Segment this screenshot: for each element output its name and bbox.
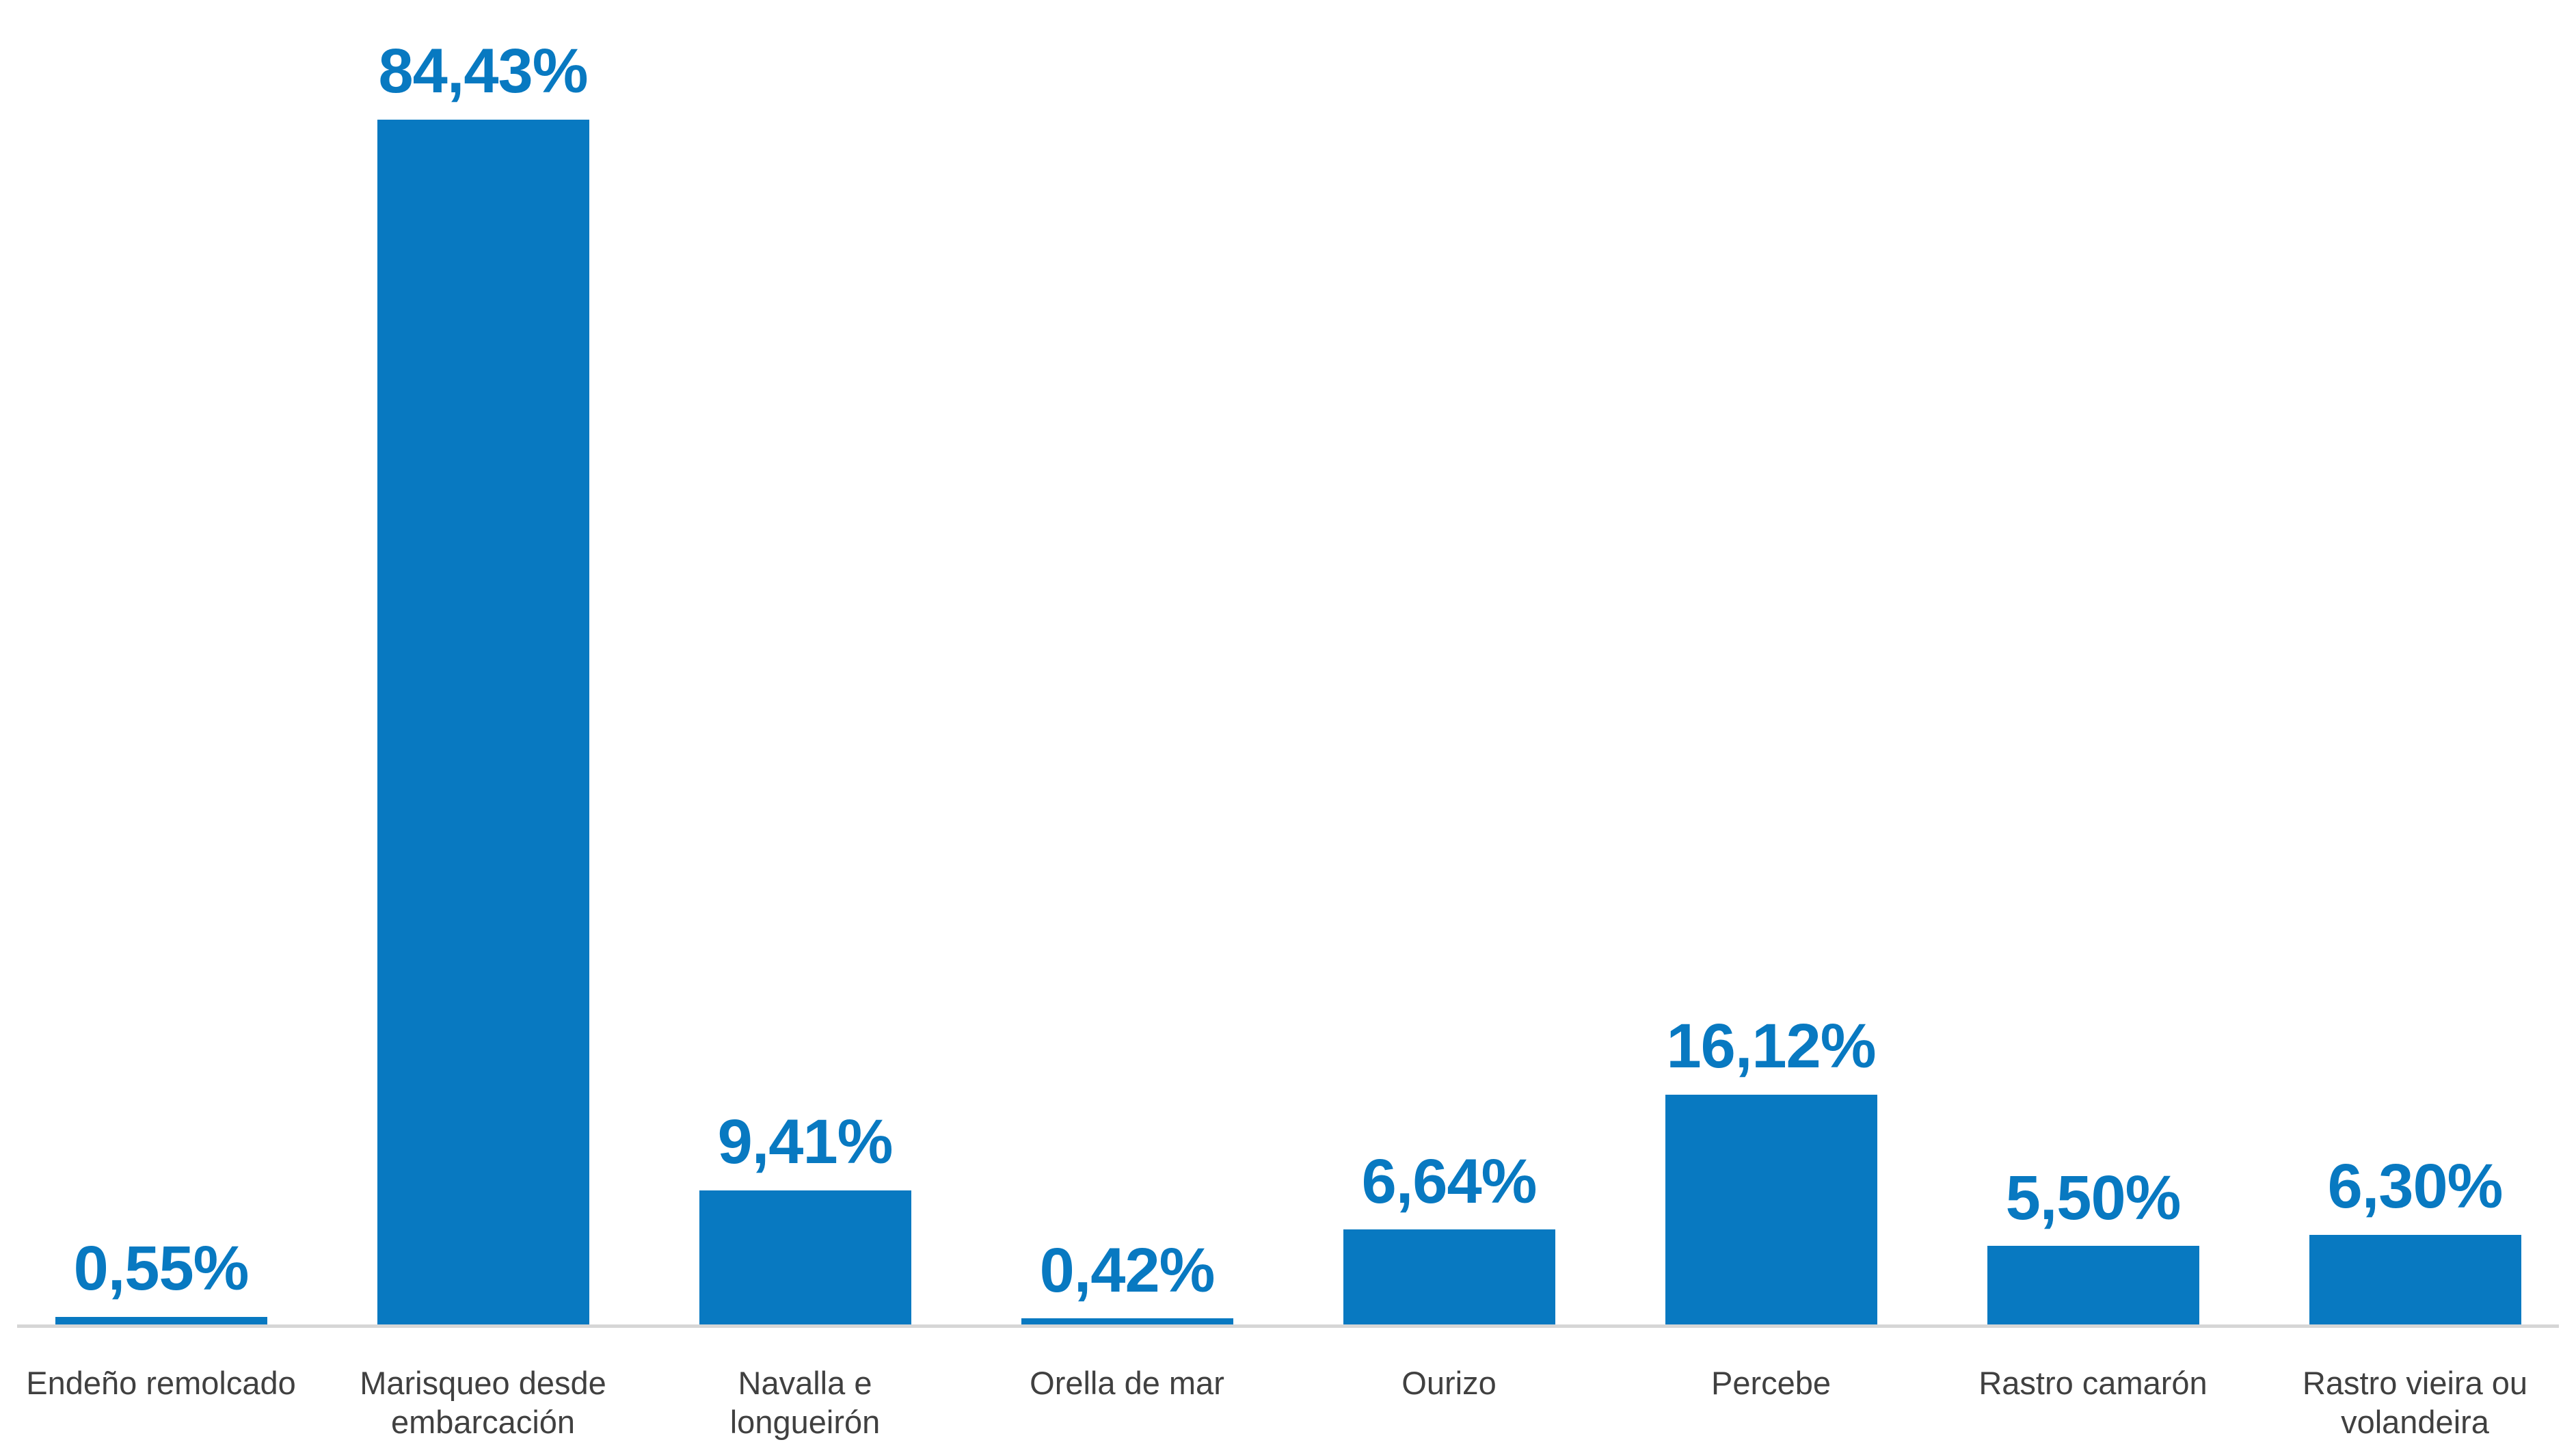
plot-area: 0,55% 84,43% 9,41% 0,42% 6,64% 16,12% 5,… <box>0 0 2576 1324</box>
bar-slot-orella-de-mar: 0,42% <box>966 0 1288 1324</box>
category-label: Rastro vieira ou volandeira <box>2302 1365 2528 1440</box>
bar[interactable] <box>2309 1234 2521 1324</box>
value-label: 84,43% <box>378 36 588 107</box>
bar-slot-navalla-e-longueiron: 9,41% <box>644 0 966 1324</box>
value-label: 0,55% <box>73 1233 250 1303</box>
category-label: Rastro camarón <box>1978 1365 2208 1401</box>
value-label: 6,64% <box>1361 1146 1538 1216</box>
value-label: 9,41% <box>717 1107 894 1177</box>
value-label: 0,42% <box>1039 1235 1216 1305</box>
value-label: 16,12% <box>1666 1011 1876 1081</box>
category-label: Percebe <box>1710 1365 1832 1401</box>
category-label: Marisqueo desde embarcación <box>360 1365 606 1440</box>
bar[interactable] <box>699 1190 911 1324</box>
bar[interactable] <box>1021 1318 1233 1324</box>
category-label: Navalla e longueirón <box>729 1365 881 1440</box>
category-label: Ourizo <box>1401 1365 1497 1401</box>
bar-slot-marisqueo-desde-embarcacion: 84,43% <box>322 0 644 1324</box>
x-axis-line <box>17 1324 2559 1328</box>
category-label: Endeño remolcado <box>26 1365 296 1401</box>
bar-slot-ourizo: 6,64% <box>1288 0 1610 1324</box>
bar[interactable] <box>55 1316 267 1324</box>
bar-slot-rastro-camaron: 5,50% <box>1932 0 2254 1324</box>
bar[interactable] <box>377 119 589 1324</box>
bar-slot-endeno-remolcado: 0,55% <box>0 0 322 1324</box>
x-axis-category-labels: Endeño remolcado Marisqueo desde embarca… <box>0 1363 2576 1441</box>
bar[interactable] <box>1665 1094 1877 1324</box>
bar[interactable] <box>1987 1246 2199 1324</box>
category-label: Orella de mar <box>1030 1365 1224 1401</box>
value-label: 5,50% <box>2005 1162 2182 1233</box>
bar-slot-percebe: 16,12% <box>1610 0 1932 1324</box>
bar[interactable] <box>1343 1229 1555 1324</box>
value-label: 6,30% <box>2327 1151 2504 1221</box>
bar-slot-rastro-vieira-ou-volandeira: 6,30% <box>2254 0 2576 1324</box>
